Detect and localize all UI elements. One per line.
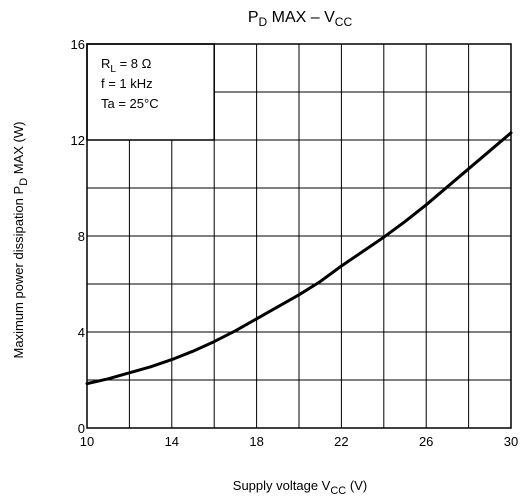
x-tick-label: 22: [334, 434, 348, 449]
x-tick-label: 30: [504, 434, 518, 449]
chart-title: PD MAX – VCC: [248, 9, 353, 29]
y-tick-label: 8: [78, 229, 85, 244]
x-tick-label: 10: [80, 434, 94, 449]
plot-frame: [86, 43, 512, 429]
annotation-line: RL = 8 Ω: [101, 56, 152, 75]
y-tick-label: 0: [78, 421, 85, 436]
annotation-line: f = 1 kHz: [101, 76, 153, 91]
y-tick-labels: 0 4 8 12 16: [71, 37, 85, 436]
x-tick-label: 26: [419, 434, 433, 449]
x-axis-label: Supply voltage VCC (V): [233, 478, 367, 497]
annotations: RL = 8 Ωf = 1 kHz Ta = 25°C: [101, 56, 159, 111]
y-axis-label: Maximum power dissipation PD MAX (W): [11, 122, 30, 359]
x-tick-label: 18: [249, 434, 263, 449]
x-tick-labels: 10 14 18 22 26 30: [80, 434, 518, 449]
series-line: [85, 131, 513, 386]
annotation-box: [86, 43, 215, 141]
y-tick-label: 12: [71, 133, 85, 148]
series-group: [85, 131, 513, 386]
y-tick-label: 16: [71, 37, 85, 52]
grid: [87, 44, 511, 428]
x-tick-label: 14: [165, 434, 179, 449]
annotation-line: Ta = 25°C: [101, 96, 159, 111]
y-tick-label: 4: [78, 325, 85, 340]
